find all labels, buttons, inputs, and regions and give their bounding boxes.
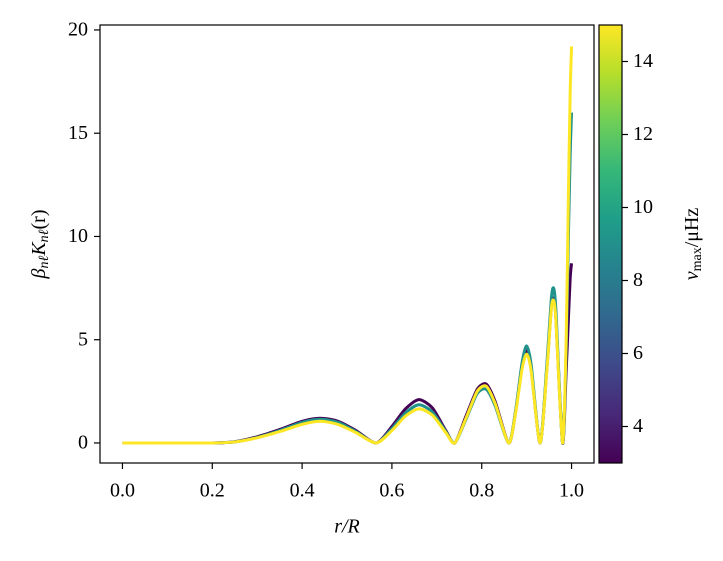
label-subscript: nℓ (37, 256, 52, 269)
y-tick-label: 10 (68, 225, 88, 247)
label-subscript: max (690, 247, 705, 271)
label-part: K (28, 241, 50, 257)
colorbar-tick-label: 12 (633, 123, 653, 145)
colorbar-tick-label: 8 (633, 269, 643, 291)
label-part: /μHz (681, 208, 703, 248)
colorbar-tick-label: 6 (633, 342, 643, 364)
x-tick-label: 0.4 (290, 480, 315, 502)
label-part: ν (681, 271, 703, 280)
colorbar-label: νmax​/μHz (681, 208, 706, 281)
plot-area (122, 46, 574, 445)
colorbar (598, 24, 623, 464)
y-axis-label: βnℓ​Knℓ​(r) (28, 210, 53, 280)
x-tick-label: 1.0 (559, 480, 584, 502)
y-tick-label: 5 (78, 328, 88, 350)
axes-frame (99, 24, 595, 464)
data-line (122, 112, 574, 445)
colorbar-tick-label: 4 (633, 415, 643, 437)
x-tick-label: 0.8 (469, 480, 494, 502)
y-tick-label: 15 (68, 122, 88, 144)
colorbar-tick-label: 10 (633, 196, 653, 218)
data-line (122, 46, 574, 445)
x-tick-label: 0.0 (110, 480, 135, 502)
label-subscript: nℓ (37, 229, 52, 242)
x-axis-label: r/R (334, 516, 360, 538)
x-tick-label: 0.2 (200, 480, 225, 502)
y-tick-label: 20 (68, 19, 88, 41)
label-part: (r) (28, 210, 50, 230)
label-part: β (28, 268, 50, 279)
y-tick-label: 0 (78, 432, 88, 454)
x-tick-label: 0.6 (379, 480, 404, 502)
colorbar-tick-label: 14 (633, 50, 653, 72)
data-line (122, 263, 574, 445)
